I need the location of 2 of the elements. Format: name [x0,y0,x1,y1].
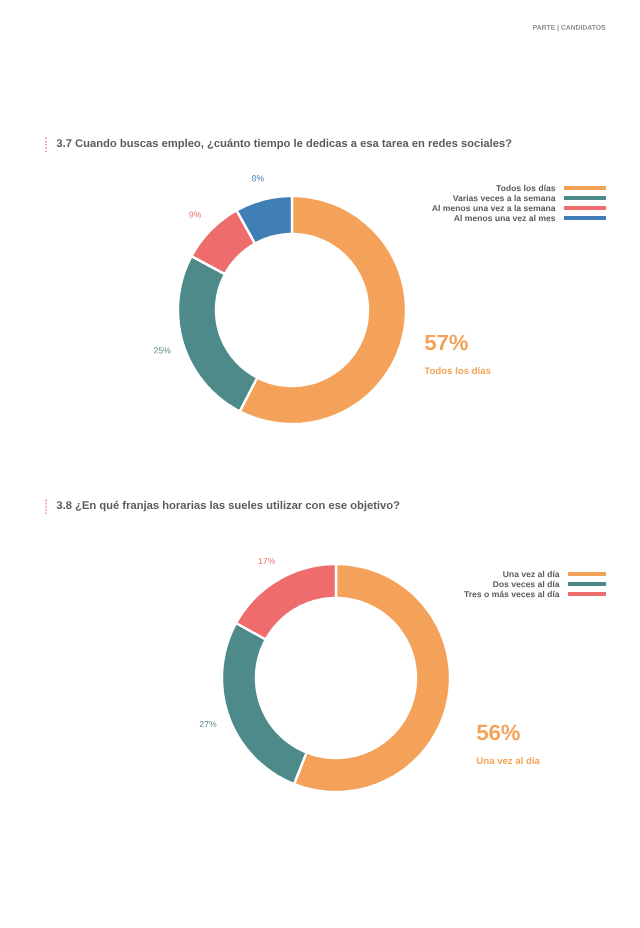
data-label: 57% [425,334,468,351]
data-label: 56% [477,724,520,741]
